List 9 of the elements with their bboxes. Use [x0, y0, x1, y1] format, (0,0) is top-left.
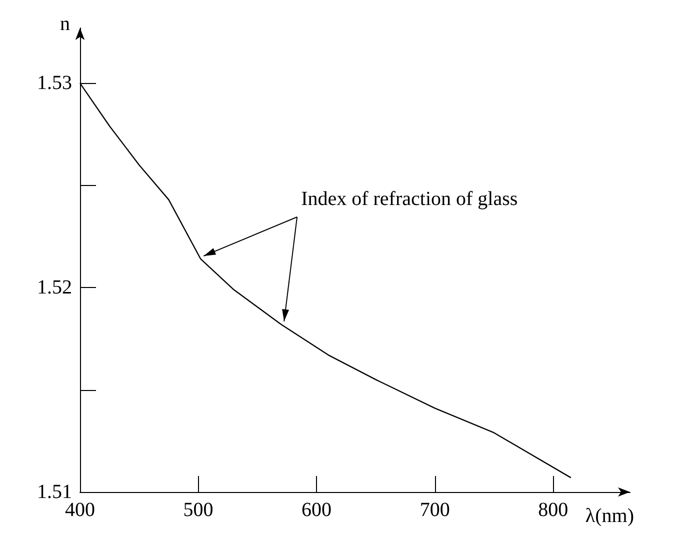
- x-tick-label: 700: [420, 499, 450, 521]
- x-tick-label: 600: [302, 499, 332, 521]
- y-tick-label: 1.53: [37, 72, 72, 94]
- annotation: Index of refraction of glass: [301, 188, 518, 210]
- y-axis-title: n: [60, 13, 70, 35]
- x-axis-title: λ(nm): [585, 505, 634, 527]
- x-tick-label: 500: [183, 499, 214, 521]
- y-tick-label: 1.52: [37, 276, 72, 299]
- x-tick-label: 800: [538, 499, 568, 521]
